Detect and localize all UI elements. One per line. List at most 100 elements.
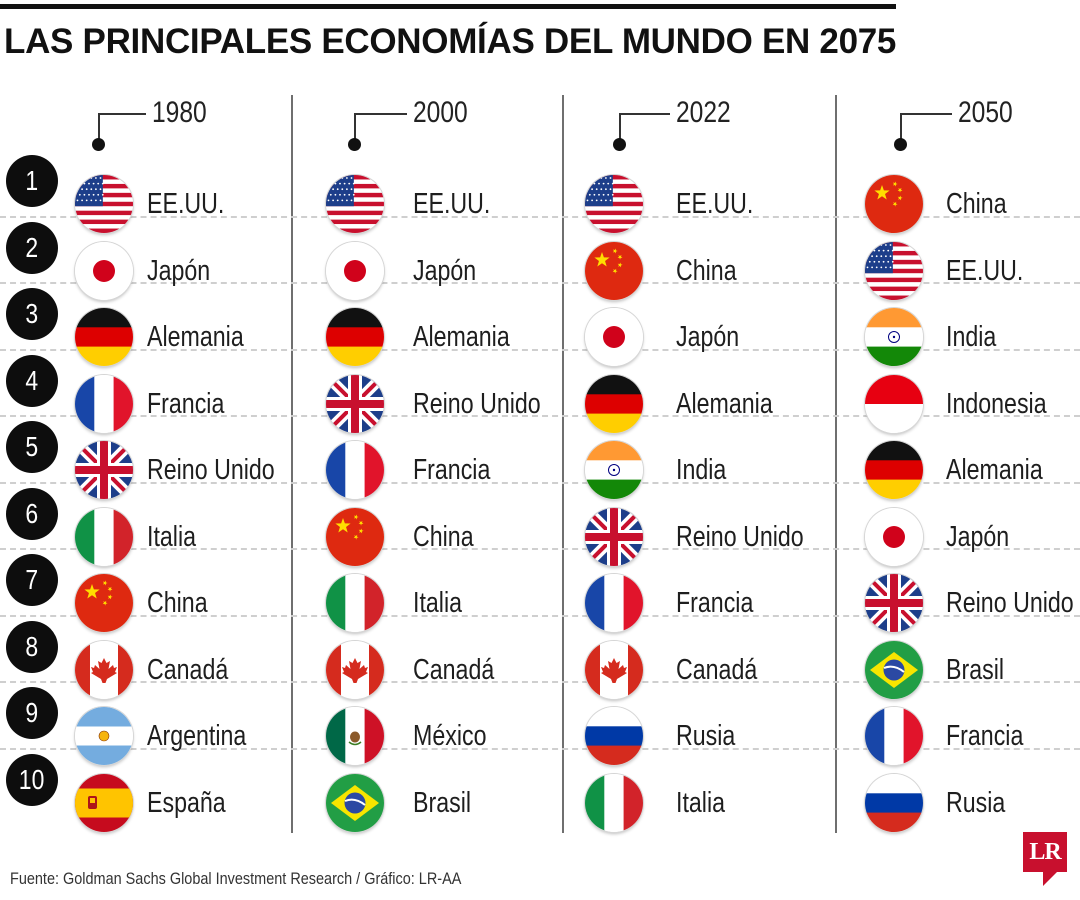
country-name: Reino Unido: [946, 587, 1074, 619]
year-connector-h: [354, 113, 407, 115]
rank-number: 7: [25, 564, 39, 595]
country-name: Japón: [946, 520, 1010, 553]
country-name: Alemania: [946, 454, 1043, 486]
row-separator: [0, 548, 1080, 550]
country-name: Alemania: [147, 321, 244, 353]
country-name: España: [147, 786, 226, 819]
flag-us-icon: [585, 175, 643, 233]
year-connector-v: [354, 113, 356, 143]
country-name: Canadá: [676, 653, 758, 686]
flag-gb-icon: [865, 574, 923, 632]
country-name: México: [413, 720, 487, 752]
country-name: Francia: [946, 720, 1024, 752]
rank-number: 10: [19, 763, 45, 795]
flag-cn-icon: [865, 175, 923, 233]
row-separator: [0, 415, 1080, 417]
year-label: 2000: [413, 96, 468, 129]
flag-fr-icon: [585, 574, 643, 632]
flag-fr-icon: [326, 441, 384, 499]
country-name: Francia: [676, 587, 754, 619]
country-name: Japón: [147, 254, 211, 287]
rank-number: 8: [25, 630, 39, 662]
country-name: Rusia: [676, 720, 736, 752]
country-name: Alemania: [413, 321, 510, 353]
country-name: Italia: [413, 587, 463, 619]
year-connector-v: [98, 113, 100, 143]
year-label: 2022: [676, 96, 731, 129]
flag-in-icon: [585, 441, 643, 499]
year-connector-v: [900, 113, 902, 143]
country-name: India: [946, 321, 997, 353]
rank-badge: 2: [6, 221, 58, 274]
country-name: Indonesia: [946, 387, 1047, 420]
flag-in-icon: [865, 308, 923, 366]
country-name: Alemania: [676, 387, 773, 420]
rank-number: 6: [25, 497, 39, 529]
flag-br-icon: [865, 640, 923, 699]
flag-us-icon: [75, 175, 133, 233]
rank-badge: 1: [6, 155, 58, 207]
flag-gb-icon: [326, 374, 384, 433]
year-label: 1980: [152, 96, 207, 129]
flag-us-icon: [326, 175, 384, 233]
row-separator: [0, 215, 1080, 218]
flag-id-icon: [865, 374, 923, 433]
flag-mx-icon: [326, 707, 384, 765]
rank-badge: 8: [6, 620, 58, 673]
flag-de-icon: [75, 308, 133, 366]
flag-fr-icon: [75, 374, 133, 433]
flag-cn-icon: [75, 574, 133, 632]
year-label: 2050: [958, 96, 1013, 129]
flag-it-icon: [75, 507, 133, 566]
country-name: Brasil: [946, 653, 1005, 686]
year-dot: [613, 138, 626, 151]
page-title: LAS PRINCIPALES ECONOMÍAS DEL MUNDO EN 2…: [4, 22, 897, 61]
country-name: Italia: [676, 786, 726, 819]
year-dot: [348, 138, 361, 151]
flag-gb-icon: [75, 441, 133, 499]
flag-ar-icon: [75, 707, 133, 765]
country-name: EE.UU.: [413, 188, 491, 220]
country-name: China: [413, 520, 474, 553]
country-name: India: [676, 454, 727, 486]
row-separator: [0, 614, 1080, 617]
year-connector-v: [619, 113, 621, 143]
year-connector-h: [900, 113, 952, 115]
lr-logo: LR: [1023, 832, 1067, 872]
column-separator: [291, 95, 293, 833]
lr-logo-tail: [1043, 872, 1057, 886]
country-name: Francia: [413, 454, 491, 486]
rank-badge: 10: [6, 753, 58, 806]
flag-ca-icon: [326, 640, 384, 699]
row-separator: [0, 481, 1080, 484]
country-name: EE.UU.: [676, 188, 754, 220]
flag-ru-icon: [865, 773, 923, 832]
rank-badge: 9: [6, 687, 58, 739]
year-connector-h: [98, 113, 146, 115]
flag-gb-icon: [585, 507, 643, 566]
country-name: China: [147, 587, 208, 619]
rank-number: 2: [25, 231, 39, 263]
flag-jp-icon: [326, 241, 384, 300]
country-name: Italia: [147, 520, 197, 553]
rank-number: 3: [25, 298, 39, 329]
country-name: China: [676, 254, 737, 287]
year-connector-h: [619, 113, 670, 115]
flag-us-icon: [865, 241, 923, 300]
year-dot: [894, 138, 907, 151]
flag-fr-icon: [865, 707, 923, 765]
country-name: Canadá: [413, 653, 495, 686]
country-name: Canadá: [147, 653, 229, 686]
rank-badge: 7: [6, 554, 58, 606]
flag-jp-icon: [865, 507, 923, 566]
country-name: Rusia: [946, 786, 1006, 819]
rank-number: 5: [25, 431, 39, 462]
country-name: Reino Unido: [413, 387, 541, 420]
top-rule: [0, 4, 896, 9]
country-name: Argentina: [147, 720, 247, 752]
flag-it-icon: [585, 773, 643, 832]
rank-number: 1: [25, 165, 39, 196]
column-separator: [562, 95, 564, 833]
country-name: EE.UU.: [946, 254, 1024, 287]
country-name: Reino Unido: [147, 454, 275, 486]
